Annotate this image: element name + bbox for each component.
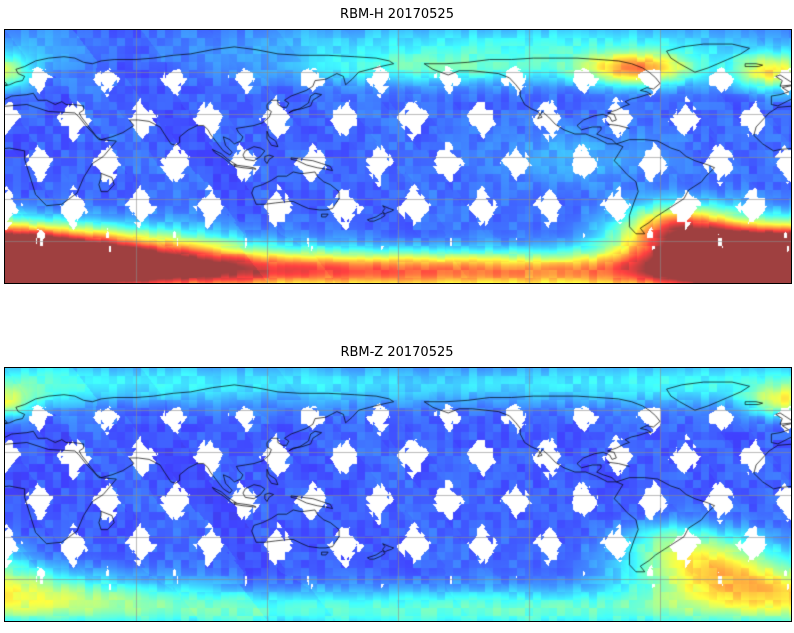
- panel-title-rbm-z: RBM-Z 20170525: [340, 345, 454, 360]
- map-canvas-rbm-z: [4, 367, 792, 622]
- panel-title-rbm-h: RBM-H 20170525: [340, 7, 454, 22]
- panel-rbm-h: RBM-H 20170525: [0, 0, 794, 284]
- panel-rbm-z: RBM-Z 20170525: [0, 284, 794, 622]
- map-canvas-rbm-h: [4, 29, 792, 284]
